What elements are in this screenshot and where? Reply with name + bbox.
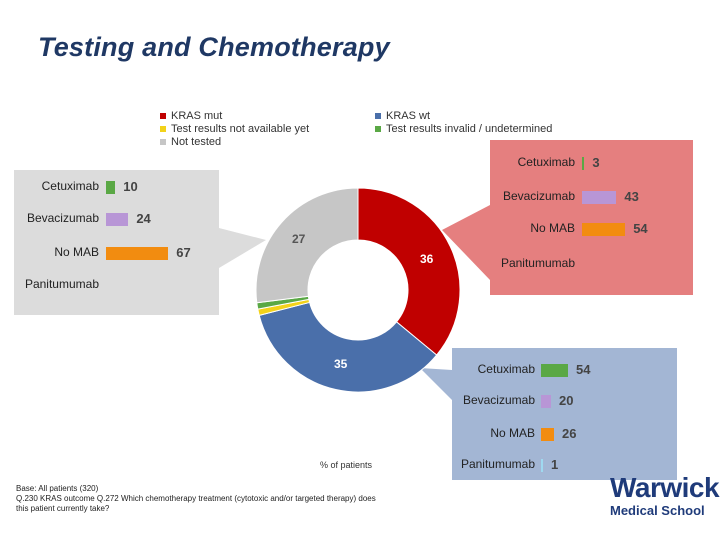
warwick-logo: Warwick Medical School <box>610 472 720 518</box>
legend-item-kras-wt: KRAS wt <box>375 110 430 122</box>
legend-swatch-not-available <box>160 126 166 132</box>
bar-label-kras-wt-no-mab: No MAB <box>490 426 535 440</box>
bar-value-not-tested-bevacizumab: 24 <box>136 211 151 226</box>
bar-label-kras-wt-cetuximab: Cetuximab <box>477 362 535 376</box>
footnote: Base: All patients (320) Q.230 KRAS outc… <box>16 484 376 514</box>
footnote-line: Q.230 KRAS outcome Q.272 Which chemother… <box>16 494 376 503</box>
bar-value-kras-mut-bevacizumab: 43 <box>624 189 639 204</box>
donut-slice-label-not-tested: 27 <box>292 232 306 246</box>
panel-pointer-kras-mut <box>442 205 490 280</box>
legend-label-kras-wt: KRAS wt <box>386 110 431 122</box>
legend-swatch-kras-wt <box>375 113 381 119</box>
bar-kras-mut-no-mab <box>582 223 626 236</box>
donut-slice-not-tested <box>255 187 359 304</box>
bar-value-kras-wt-cetuximab: 54 <box>576 362 591 377</box>
legend-label-kras-mut: KRAS mut <box>171 110 223 122</box>
bar-kras-wt-bevacizumab <box>541 395 551 408</box>
logo-sub-text: Medical School <box>610 503 705 518</box>
bar-value-kras-wt-panitumumab: 1 <box>551 457 559 472</box>
bar-kras-wt-panitumumab <box>541 459 543 472</box>
donut-slice-label-kras-mut: 36 <box>420 252 434 266</box>
bar-kras-mut-cetuximab <box>582 157 585 170</box>
legend-swatch-not-tested <box>160 139 166 145</box>
legend-swatch-invalid <box>375 126 381 132</box>
bar-label-kras-mut-cetuximab: Cetuximab <box>517 155 575 169</box>
legend-label-not-tested: Not tested <box>171 136 222 148</box>
bar-not-tested-cetuximab <box>106 181 116 194</box>
panel-pointer-kras-wt <box>420 368 452 400</box>
bar-label-not-tested-panitumumab: Panitumumab <box>24 277 99 291</box>
bar-not-tested-no-mab <box>106 247 169 260</box>
panel-pointer-not-tested <box>219 228 266 268</box>
x-axis-label: % of patients <box>320 460 373 470</box>
bar-label-kras-mut-bevacizumab: Bevacizumab <box>502 189 575 203</box>
bar-value-kras-wt-bevacizumab: 20 <box>559 393 574 408</box>
bar-value-kras-mut-no-mab: 54 <box>633 221 648 236</box>
footnote-line: this patient currently take? <box>16 504 110 513</box>
slide-title: Testing and Chemotherapy <box>38 32 390 62</box>
bar-value-not-tested-cetuximab: 10 <box>123 179 138 194</box>
legend-item-not-tested: Not tested <box>160 136 221 148</box>
legend-item-not-available: Test results not available yet <box>160 123 309 135</box>
legend-item-invalid: Test results invalid / undetermined <box>375 123 552 135</box>
panel-kras-mut <box>490 140 693 295</box>
donut-slice-kras-mut <box>357 187 461 356</box>
bar-label-not-tested-bevacizumab: Bevacizumab <box>26 211 99 225</box>
bar-label-kras-wt-panitumumab: Panitumumab <box>460 457 535 471</box>
logo-main-text: Warwick <box>610 472 720 503</box>
bar-label-kras-mut-panitumumab: Panitumumab <box>500 256 575 270</box>
bar-kras-wt-no-mab <box>541 428 554 441</box>
bar-label-not-tested-cetuximab: Cetuximab <box>41 179 99 193</box>
bar-label-kras-wt-bevacizumab: Bevacizumab <box>462 393 535 407</box>
bar-not-tested-bevacizumab <box>106 213 129 226</box>
bar-value-kras-mut-cetuximab: 3 <box>592 155 600 170</box>
bar-kras-wt-cetuximab <box>541 364 568 377</box>
bar-value-kras-wt-no-mab: 26 <box>562 426 577 441</box>
footnote-line: Base: All patients (320) <box>16 484 99 493</box>
donut-slice-kras-wt <box>258 301 438 393</box>
legend-label-invalid: Test results invalid / undetermined <box>386 123 553 135</box>
legend-swatch-kras-mut <box>160 113 166 119</box>
panel-not-tested <box>14 170 219 315</box>
donut-slice-label-kras-wt: 35 <box>334 357 348 371</box>
bar-kras-mut-bevacizumab <box>582 191 617 204</box>
bar-value-not-tested-no-mab: 67 <box>176 245 191 260</box>
legend-item-kras-mut: KRAS mut <box>160 110 222 122</box>
bar-label-kras-mut-no-mab: No MAB <box>530 221 575 235</box>
legend-label-not-available: Test results not available yet <box>171 123 310 135</box>
bar-label-not-tested-no-mab: No MAB <box>54 245 99 259</box>
